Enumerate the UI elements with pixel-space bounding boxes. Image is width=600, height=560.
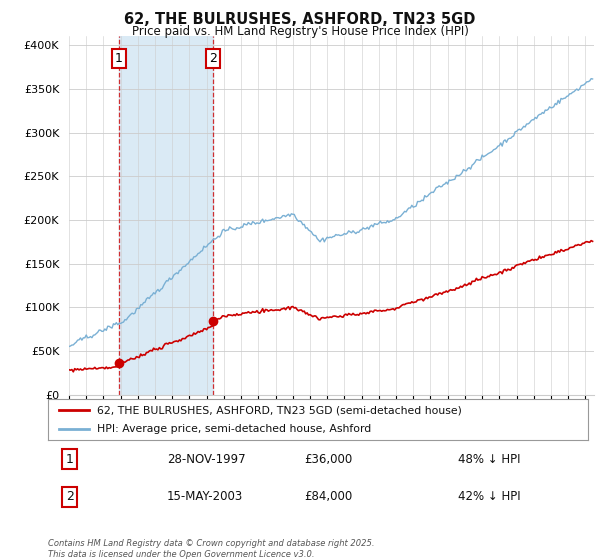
Text: HPI: Average price, semi-detached house, Ashford: HPI: Average price, semi-detached house,… [97, 424, 371, 433]
Text: 28-NOV-1997: 28-NOV-1997 [167, 452, 245, 465]
Text: 1: 1 [65, 452, 74, 465]
Text: 62, THE BULRUSHES, ASHFORD, TN23 5GD (semi-detached house): 62, THE BULRUSHES, ASHFORD, TN23 5GD (se… [97, 405, 461, 415]
Text: 1: 1 [115, 52, 123, 65]
Text: 2: 2 [65, 491, 74, 503]
Text: £36,000: £36,000 [305, 452, 353, 465]
Text: 62, THE BULRUSHES, ASHFORD, TN23 5GD: 62, THE BULRUSHES, ASHFORD, TN23 5GD [124, 12, 476, 27]
Bar [119, 36, 213, 395]
Text: 48% ↓ HPI: 48% ↓ HPI [458, 452, 521, 465]
Text: £84,000: £84,000 [305, 491, 353, 503]
Text: 42% ↓ HPI: 42% ↓ HPI [458, 491, 521, 503]
Text: Contains HM Land Registry data © Crown copyright and database right 2025.
This d: Contains HM Land Registry data © Crown c… [48, 539, 374, 559]
Text: Price paid vs. HM Land Registry's House Price Index (HPI): Price paid vs. HM Land Registry's House … [131, 25, 469, 38]
Text: 2: 2 [209, 52, 217, 65]
Text: 15-MAY-2003: 15-MAY-2003 [167, 491, 243, 503]
